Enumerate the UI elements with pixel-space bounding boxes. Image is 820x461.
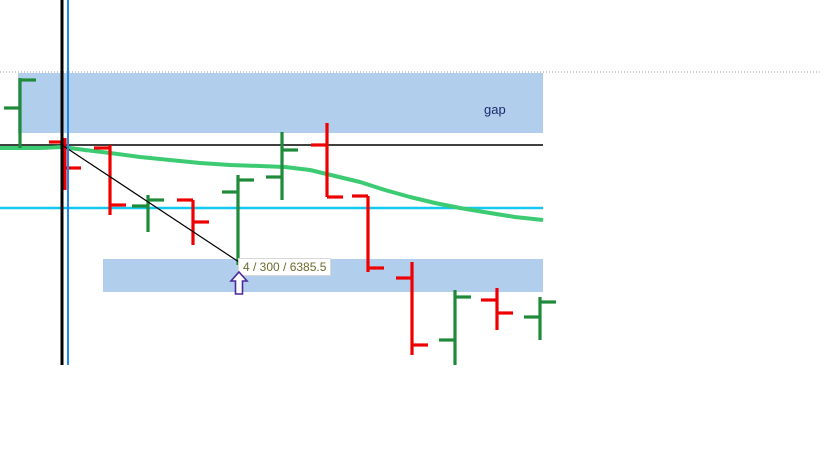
bar-5 — [177, 198, 209, 245]
descending-trendline[interactable] — [61, 144, 249, 269]
bar-8 — [311, 123, 343, 199]
trendline-layer[interactable] — [61, 144, 249, 269]
bar-12 — [481, 288, 513, 330]
price-tooltip: 4 / 300 / 6385.5 — [238, 258, 332, 276]
bar-7 — [266, 132, 298, 200]
bar-9 — [352, 194, 384, 272]
gap-label-layer: gap — [484, 102, 506, 117]
bar-11 — [439, 290, 471, 365]
bar-1 — [4, 78, 36, 148]
moving-average-line — [0, 145, 544, 222]
arrow-up-glyph — [229, 270, 249, 295]
bar-3 — [94, 145, 126, 215]
gap-zone-upper — [18, 73, 543, 133]
moving-average-layer — [0, 145, 544, 222]
bar-13 — [524, 297, 556, 340]
arrow-up-icon — [228, 270, 250, 303]
gap-zone-label: gap — [484, 102, 506, 117]
crosshair-layer — [60, 0, 69, 365]
bar-4 — [132, 195, 164, 232]
bar-6 — [222, 175, 254, 265]
bar-10 — [396, 262, 428, 355]
